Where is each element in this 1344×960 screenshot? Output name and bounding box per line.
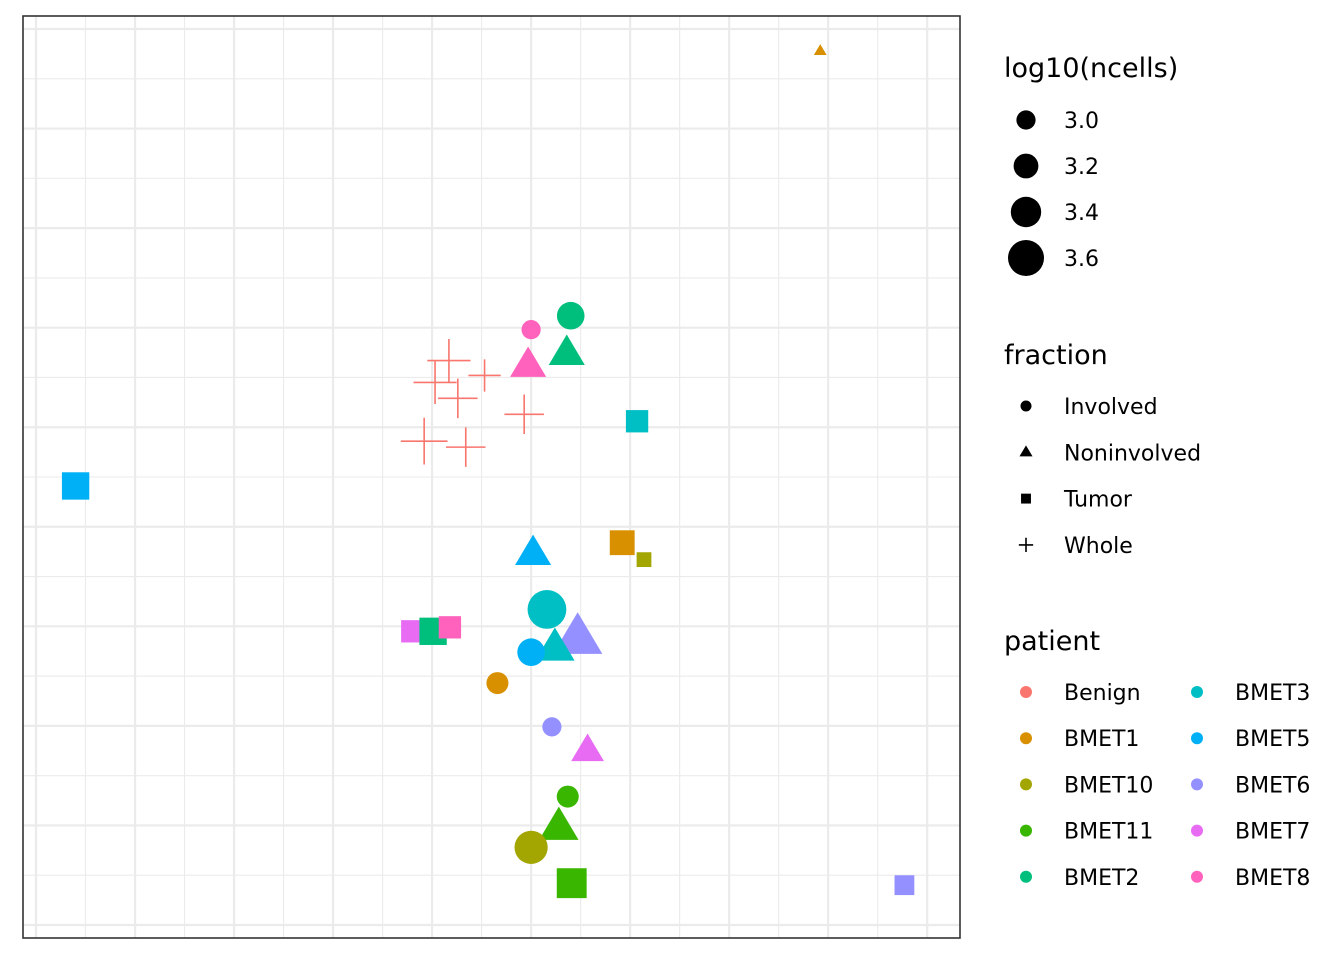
legend-patient-label: Benign [1064, 681, 1141, 706]
point-benign-whole [504, 394, 544, 435]
legend-patient-key [1020, 778, 1032, 791]
legend-patient-key [1020, 686, 1032, 698]
point-bmet5-involved [517, 638, 545, 667]
point-bmet2-involved [556, 301, 585, 330]
legend-patient-title: patient [1004, 626, 1100, 657]
legend-fraction-key [1019, 445, 1033, 457]
legend-fraction-key [1018, 537, 1034, 553]
point-bmet3-involved [527, 590, 567, 629]
point-bmet7-tumor [401, 620, 424, 643]
data-points [61, 44, 915, 899]
point-benign-whole [400, 417, 448, 465]
point-bmet11-noninvolved [539, 806, 579, 840]
point-bmet6-tumor [894, 875, 915, 896]
legend-fraction-key [1021, 493, 1031, 504]
legend-fraction-key [1020, 400, 1032, 412]
legend-size-key [1010, 196, 1042, 228]
legend-fraction-label: Tumor [1063, 488, 1133, 513]
legend-fraction-title: fraction [1004, 340, 1108, 371]
legend-patient-key [1191, 870, 1203, 883]
point-bmet1-tumor [609, 530, 635, 556]
point-bmet10-tumor [636, 552, 652, 568]
legend-size-label: 3.2 [1064, 155, 1099, 180]
legend-patient-label: BMET1 [1064, 727, 1139, 752]
point-benign-whole [413, 360, 457, 405]
legend-patient-key [1191, 778, 1203, 791]
legend-patient-key [1020, 732, 1032, 745]
legend-patient-label: BMET3 [1235, 681, 1310, 706]
legend-patient-key [1191, 686, 1203, 698]
legend-fraction: fraction Involved Noninvolved Tumor Whole [1004, 340, 1201, 559]
point-benign-whole [445, 427, 486, 467]
legend-patient-key [1020, 870, 1032, 883]
point-bmet5-noninvolved [515, 534, 552, 566]
legend-patient-key [1020, 824, 1032, 837]
legend-size-title: log10(ncells) [1004, 53, 1178, 84]
point-bmet6-involved [542, 717, 562, 737]
point-bmet8-tumor [438, 616, 462, 639]
point-bmet5-tumor [61, 472, 90, 500]
point-bmet6-noninvolved [552, 612, 603, 654]
plot-panel [22, 15, 961, 939]
legend-size-label: 3.4 [1064, 201, 1099, 226]
legend-size-label: 3.0 [1064, 109, 1099, 134]
point-bmet3-noninvolved [535, 627, 575, 661]
point-bmet11-tumor [556, 868, 587, 899]
legend-size-key [1013, 153, 1039, 179]
legend-patient-key [1191, 732, 1203, 745]
legend-patient-label: BMET2 [1064, 866, 1139, 891]
point-benign-whole [468, 359, 501, 392]
legend-size-label: 3.6 [1064, 247, 1099, 272]
point-bmet3-tumor [625, 410, 649, 433]
point-benign-whole [427, 338, 471, 383]
legend-patient-label: BMET6 [1235, 773, 1310, 798]
point-bmet8-noninvolved [510, 346, 547, 377]
legend-patient-label: BMET10 [1064, 773, 1153, 798]
point-bmet2-noninvolved [548, 334, 585, 365]
legend-size: log10(ncells) 3.0 3.2 3.4 3.6 [1004, 53, 1178, 276]
legend-patient-label: BMET11 [1064, 820, 1153, 845]
point-benign-whole [438, 378, 478, 419]
legend-patient-key [1191, 824, 1203, 837]
point-bmet10-involved [514, 830, 548, 864]
legend-fraction-label: Involved [1064, 395, 1158, 420]
legend-fraction-label: Noninvolved [1064, 441, 1201, 466]
point-bmet1-involved [486, 672, 509, 695]
legend-fraction-label: Whole [1064, 534, 1133, 559]
point-bmet11-involved [556, 785, 579, 808]
legend-patient-label: BMET7 [1235, 820, 1310, 845]
legend-size-key [1016, 110, 1036, 130]
legend-patient-label: BMET8 [1235, 866, 1310, 891]
legend-size-key [1008, 240, 1044, 276]
legend-patient-label: BMET5 [1235, 727, 1310, 752]
point-bmet8-involved [521, 320, 541, 340]
point-bmet7-noninvolved [571, 733, 604, 762]
point-bmet1-noninvolved [813, 44, 827, 55]
legend-patient: patient Benign BMET1 BMET10 BMET11 BMET2 BMET… [1004, 626, 1310, 891]
panel-border [22, 15, 961, 939]
